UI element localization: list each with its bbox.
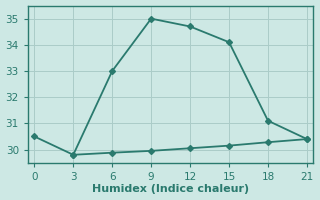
- X-axis label: Humidex (Indice chaleur): Humidex (Indice chaleur): [92, 184, 249, 194]
